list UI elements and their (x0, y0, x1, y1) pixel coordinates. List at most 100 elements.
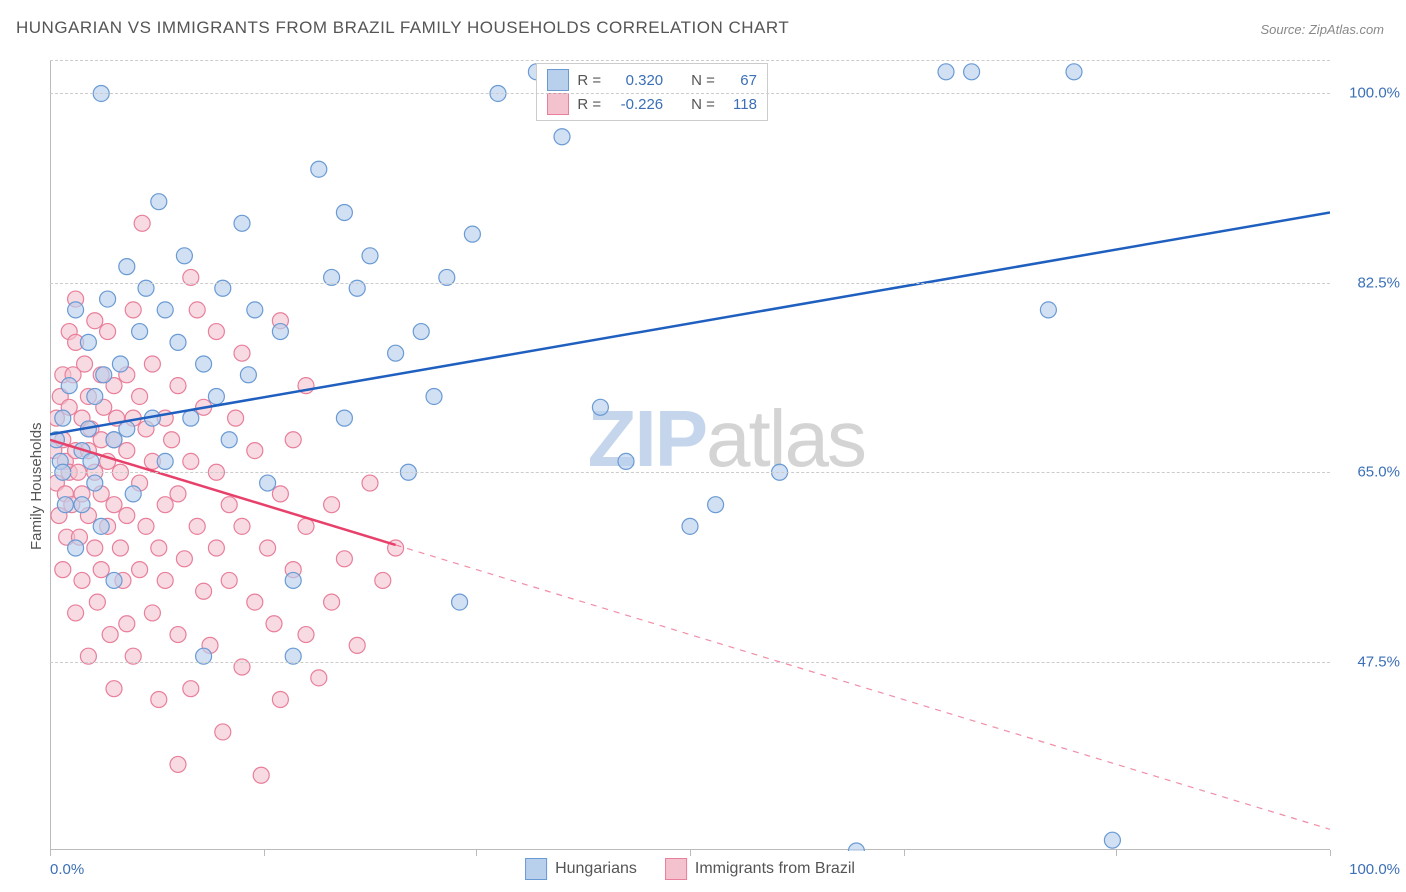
data-point (164, 432, 180, 448)
data-point (138, 518, 154, 534)
data-point (100, 324, 116, 340)
data-point (125, 302, 141, 318)
data-point (247, 443, 263, 459)
x-tick-label-min: 0.0% (50, 861, 84, 878)
data-point (298, 518, 314, 534)
data-point (89, 594, 105, 610)
data-point (61, 378, 77, 394)
data-point (170, 334, 186, 350)
chart-plot-area: ZIPatlas R =0.320N =67R =-0.226N =118 0.… (50, 60, 1330, 850)
data-point (311, 161, 327, 177)
data-point (106, 432, 122, 448)
data-point (1104, 832, 1120, 848)
data-point (362, 475, 378, 491)
data-point (228, 410, 244, 426)
r-value: 0.320 (609, 72, 663, 89)
data-point (132, 324, 148, 340)
legend-swatch (547, 69, 569, 91)
data-point (132, 388, 148, 404)
data-point (413, 324, 429, 340)
data-point (464, 226, 480, 242)
data-point (1040, 302, 1056, 318)
data-point (87, 313, 103, 329)
data-point (144, 605, 160, 621)
data-point (234, 345, 250, 361)
data-point (388, 345, 404, 361)
data-point (682, 518, 698, 534)
data-point (272, 691, 288, 707)
legend-label: Hungarians (555, 860, 637, 878)
chart-title: HUNGARIAN VS IMMIGRANTS FROM BRAZIL FAMI… (16, 18, 789, 38)
data-point (964, 64, 980, 80)
data-point (234, 518, 250, 534)
data-point (134, 215, 150, 231)
data-point (57, 497, 73, 513)
data-point (170, 756, 186, 772)
data-point (183, 453, 199, 469)
data-point (170, 627, 186, 643)
data-point (452, 594, 468, 610)
n-label: N = (691, 72, 715, 89)
data-point (87, 475, 103, 491)
data-point (183, 681, 199, 697)
data-point (592, 399, 608, 415)
r-label: R = (577, 72, 601, 89)
data-point (151, 540, 167, 556)
data-point (426, 388, 442, 404)
data-point (170, 378, 186, 394)
correlation-legend: R =0.320N =67R =-0.226N =118 (536, 63, 768, 121)
data-point (119, 259, 135, 275)
data-point (157, 302, 173, 318)
data-point (938, 64, 954, 80)
data-point (87, 388, 103, 404)
data-point (234, 215, 250, 231)
data-point (1066, 64, 1082, 80)
data-point (336, 205, 352, 221)
correlation-legend-row: R =0.320N =67 (547, 68, 757, 92)
data-point (55, 562, 71, 578)
gridline (50, 472, 1330, 473)
data-point (221, 497, 237, 513)
data-point (80, 334, 96, 350)
y-tick-label: 82.5% (1340, 274, 1400, 291)
data-point (247, 302, 263, 318)
data-point (151, 194, 167, 210)
data-point (285, 432, 301, 448)
data-point (324, 594, 340, 610)
data-point (208, 324, 224, 340)
data-point (151, 691, 167, 707)
data-point (247, 594, 263, 610)
data-point (96, 367, 112, 383)
data-point (221, 432, 237, 448)
data-point (157, 453, 173, 469)
gridline (50, 662, 1330, 663)
data-point (55, 410, 71, 426)
data-point (83, 453, 99, 469)
data-point (349, 637, 365, 653)
x-tick (1116, 850, 1117, 856)
data-point (208, 540, 224, 556)
data-point (375, 572, 391, 588)
data-point (102, 627, 118, 643)
y-tick-label: 47.5% (1340, 653, 1400, 670)
y-tick-label: 100.0% (1340, 85, 1400, 102)
data-point (215, 724, 231, 740)
data-point (336, 410, 352, 426)
data-point (119, 421, 135, 437)
r-label: R = (577, 96, 601, 113)
data-point (208, 388, 224, 404)
data-point (119, 508, 135, 524)
y-tick-label: 65.0% (1340, 464, 1400, 481)
data-point (848, 843, 864, 851)
data-point (106, 572, 122, 588)
data-point (170, 486, 186, 502)
data-point (87, 540, 103, 556)
data-point (125, 486, 141, 502)
data-point (189, 518, 205, 534)
regression-line (50, 213, 1330, 435)
data-point (68, 605, 84, 621)
data-point (68, 302, 84, 318)
n-label: N = (691, 96, 715, 113)
data-point (157, 572, 173, 588)
data-point (157, 497, 173, 513)
